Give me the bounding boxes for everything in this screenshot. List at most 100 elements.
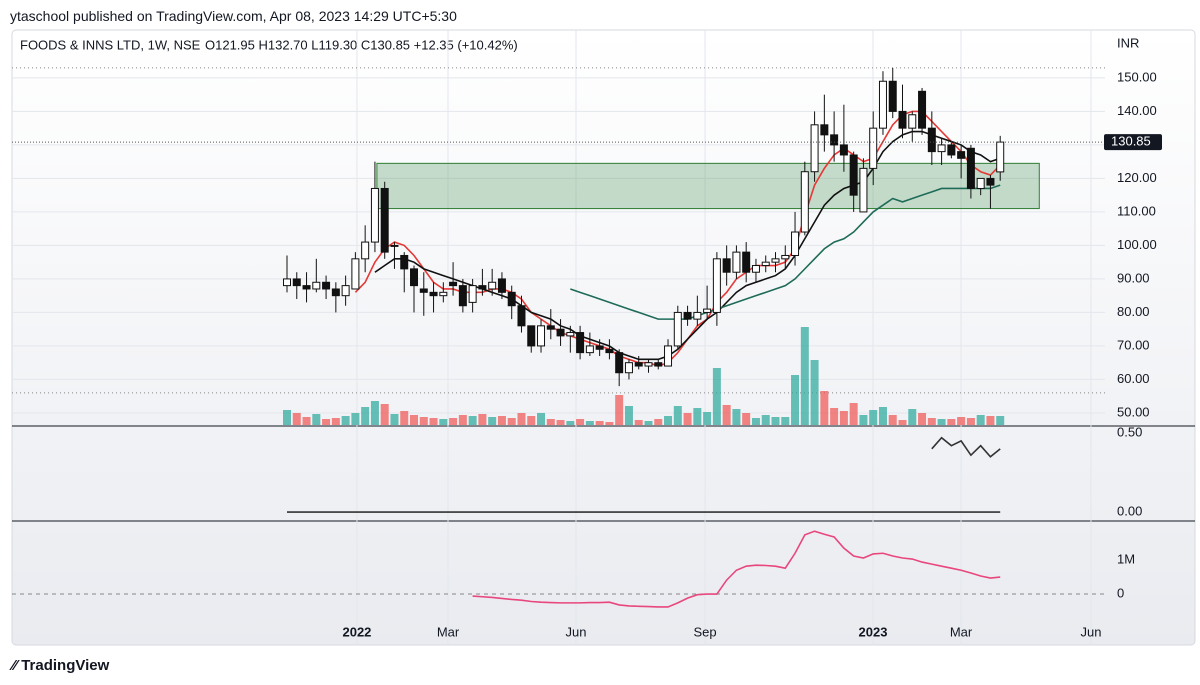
volume-bar — [673, 406, 682, 425]
candle-body — [986, 177, 995, 186]
volume-bar — [722, 405, 731, 425]
symbol: FOODS & INNS LTD, 1W, NSE — [20, 37, 201, 52]
x-tick-label: Jun — [566, 624, 587, 639]
x-tick-label: Mar — [437, 624, 460, 639]
chart-frame — [11, 29, 1196, 646]
candle-body — [478, 285, 487, 290]
volume-bar — [322, 419, 331, 425]
candle-body — [927, 127, 936, 153]
volume-bar — [302, 417, 311, 425]
volume-bar — [517, 413, 526, 425]
candle-body — [771, 258, 780, 263]
candle-body — [732, 251, 741, 273]
volume-bar — [869, 410, 878, 425]
volume-bar — [751, 418, 760, 425]
volume-bar — [761, 415, 770, 425]
volume-bar — [468, 416, 477, 425]
volume-bar — [341, 416, 350, 425]
volume-bar — [898, 420, 907, 425]
line — [570, 184, 1001, 320]
candle-body — [566, 332, 575, 337]
y-tick-label: 120.00 — [1117, 170, 1157, 185]
volume-bar — [957, 417, 966, 425]
candle-body — [996, 141, 1005, 173]
volume-bar — [986, 416, 995, 425]
volume-bar — [488, 417, 497, 425]
candle-body — [693, 311, 702, 320]
y-tick-label: 0.50 — [1117, 424, 1142, 439]
candle-body — [839, 144, 848, 156]
candle-body — [537, 325, 546, 347]
candle-body — [468, 285, 477, 303]
candle-body — [820, 124, 829, 136]
brand-name: TradingView — [21, 657, 110, 674]
candle-body — [703, 308, 712, 313]
volume-bar — [849, 403, 858, 425]
candle-body — [947, 144, 956, 156]
candle-body — [615, 352, 624, 374]
y-tick-label: 50.00 — [1117, 404, 1150, 419]
candle-body — [624, 362, 633, 374]
zone — [376, 162, 1040, 210]
volume-bar — [624, 406, 633, 425]
volume-bar — [703, 412, 712, 425]
volume-bar — [419, 417, 428, 425]
candle-body — [439, 291, 448, 297]
x-tick-label: Mar — [950, 624, 973, 639]
y-tick-label: 100.00 — [1117, 237, 1157, 252]
candle-body — [361, 241, 370, 260]
x-tick-label: Sep — [693, 624, 716, 639]
volume-bar — [439, 419, 448, 425]
volume-bar — [654, 419, 663, 425]
volume-bar — [693, 408, 702, 425]
candle-body — [302, 285, 311, 290]
volume-bar — [478, 414, 487, 425]
volume-bar — [634, 420, 643, 425]
candle-body — [722, 258, 731, 273]
volume-bar — [859, 415, 868, 425]
volume-bar — [497, 416, 506, 425]
candle-body — [517, 305, 526, 327]
candle-body — [859, 167, 868, 213]
volume-bar — [732, 409, 741, 425]
volume-bar — [507, 418, 516, 425]
volume-bar — [556, 420, 565, 425]
candle-body — [800, 171, 809, 233]
volume-bar — [429, 418, 438, 425]
candle-body — [322, 281, 331, 290]
y-tick-label: 70.00 — [1117, 337, 1150, 352]
candle-body — [664, 345, 673, 367]
candle-body — [673, 311, 682, 347]
candle-body — [888, 80, 897, 112]
volume-bar — [410, 415, 419, 425]
x-tick-label: 2023 — [859, 624, 888, 639]
candle-body — [410, 268, 419, 287]
volume-bar — [449, 418, 458, 425]
candle-body — [683, 311, 692, 320]
y-tick-label: 0.00 — [1117, 504, 1142, 519]
volume-bar — [908, 409, 917, 425]
line — [472, 530, 1001, 608]
volume-bar — [664, 416, 673, 425]
candle-body — [918, 90, 927, 129]
candle-body — [781, 254, 790, 260]
volume-bar — [615, 395, 624, 425]
y-tick-label: 150.00 — [1117, 69, 1157, 84]
candle-body — [390, 244, 399, 247]
y-tick-label: 80.00 — [1117, 304, 1150, 319]
candle-body — [449, 281, 458, 287]
volume-bar — [595, 421, 604, 425]
volume-bar — [888, 415, 897, 425]
candle-body — [791, 231, 800, 256]
currency: INR — [1117, 35, 1139, 50]
volume-bar — [537, 413, 546, 425]
candle-body — [556, 328, 565, 337]
volume-bar — [400, 411, 409, 425]
volume-bar — [331, 418, 340, 425]
volume-bar — [771, 417, 780, 425]
volume-bar — [927, 418, 936, 425]
candle-body — [957, 151, 966, 159]
volume-bar — [585, 421, 594, 425]
candle-body — [507, 291, 516, 307]
